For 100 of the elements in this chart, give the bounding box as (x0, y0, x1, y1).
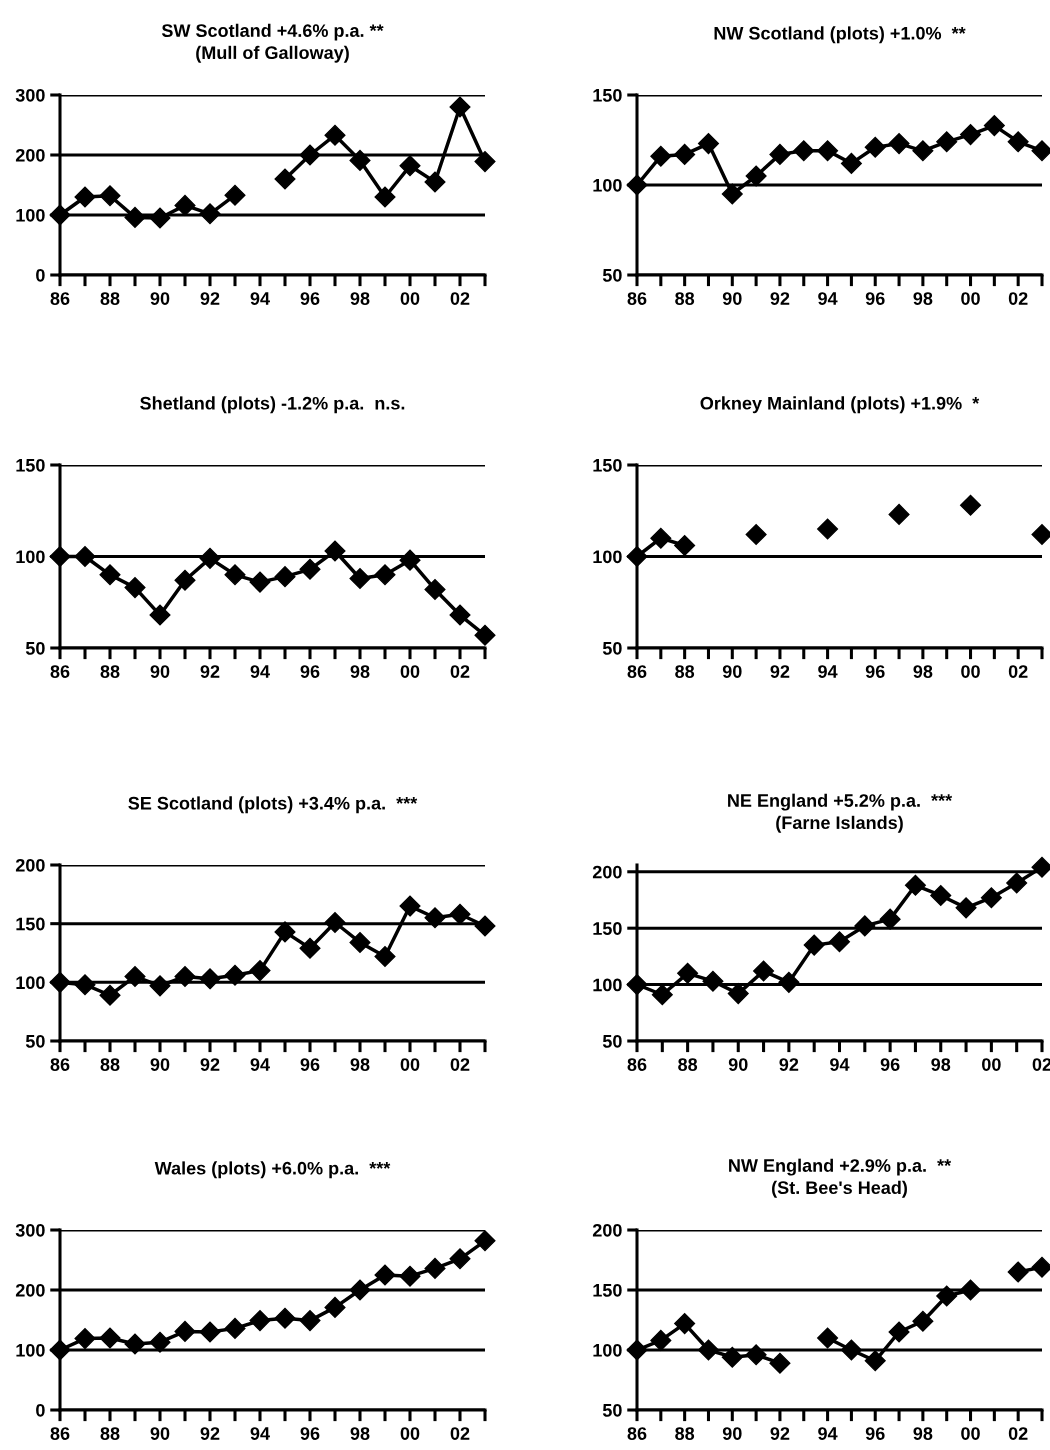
x-tick-label: 90 (722, 665, 742, 678)
x-tick-label: 94 (818, 665, 838, 678)
point (424, 578, 446, 600)
chart-title: SE Scotland (plots) +3.4% p.a. *** (128, 796, 418, 814)
x-tick-label: 88 (675, 292, 695, 305)
point (424, 1257, 446, 1279)
point (960, 1279, 982, 1301)
point (626, 174, 648, 196)
point (374, 1264, 396, 1286)
y-tick-label: 200 (15, 858, 45, 872)
x-tick-label: 86 (50, 665, 70, 678)
x-tick-label: 90 (722, 292, 742, 305)
point (721, 183, 743, 205)
x-tick-label: 90 (728, 1058, 748, 1071)
y-tick-label: 200 (15, 1283, 45, 1297)
point (769, 1352, 791, 1374)
x-tick-label: 02 (450, 665, 470, 678)
x-tick-label: 00 (400, 665, 420, 678)
x-tick-label: 86 (50, 1058, 70, 1071)
point (249, 1310, 271, 1332)
point (274, 1307, 296, 1329)
x-tick-label: 98 (913, 665, 933, 678)
y-tick-label: 50 (602, 641, 622, 655)
point (930, 884, 952, 906)
x-tick-label: 94 (250, 1058, 270, 1071)
x-tick-label: 90 (150, 292, 170, 305)
x-tick-label: 00 (961, 1427, 980, 1440)
point (912, 140, 934, 162)
point (474, 1230, 496, 1252)
y-tick-label: 100 (593, 178, 622, 192)
point (879, 908, 901, 930)
x-tick-label: 92 (200, 292, 220, 305)
point (324, 540, 346, 562)
point (449, 1248, 471, 1270)
point (399, 895, 421, 917)
x-tick-label: 02 (1008, 292, 1028, 305)
point (174, 569, 196, 591)
point (955, 897, 977, 919)
point (74, 545, 96, 568)
x-tick-label: 98 (350, 1427, 370, 1440)
point (199, 203, 221, 225)
y-tick-label: 0 (36, 268, 45, 282)
x-tick-label: 86 (627, 665, 647, 678)
point (960, 124, 982, 146)
point (199, 547, 221, 569)
point (299, 1310, 321, 1332)
y-tick-label: 200 (15, 148, 45, 162)
point (324, 911, 346, 934)
y-tick-label: 50 (25, 641, 45, 655)
y-tick-label: 100 (16, 208, 45, 222)
point (349, 149, 371, 171)
point (424, 907, 446, 929)
point (299, 558, 321, 580)
x-tick-label: 90 (150, 665, 170, 678)
x-tick-label: 96 (300, 665, 320, 678)
chart-title: NW England +2.9% p.a. ** (St. Bee's Head) (729, 1158, 952, 1198)
point (149, 207, 171, 229)
x-tick-label: 88 (100, 1427, 120, 1440)
point (349, 1279, 371, 1301)
point (650, 527, 672, 549)
x-tick-label: 92 (770, 292, 790, 305)
point (674, 535, 696, 557)
x-tick-label: 96 (865, 665, 885, 678)
point (745, 165, 767, 187)
point (828, 931, 851, 953)
x-tick-label: 96 (865, 1427, 885, 1440)
point (374, 946, 396, 968)
y-tick-label: 200 (592, 1223, 622, 1237)
y-tick-label: 50 (25, 1034, 45, 1048)
x-tick-label: 88 (100, 1058, 120, 1071)
point (1007, 1261, 1029, 1283)
y-tick-label: 300 (15, 1223, 45, 1237)
point (49, 204, 71, 226)
x-tick-label: 92 (200, 1427, 220, 1440)
x-tick-label: 98 (913, 292, 933, 305)
x-tick-label: 00 (961, 292, 980, 305)
point (399, 549, 421, 571)
x-tick-label: 00 (400, 1058, 420, 1071)
point (817, 1327, 839, 1349)
point (124, 1333, 146, 1355)
x-tick-label: 88 (678, 1058, 698, 1071)
point (753, 960, 775, 982)
x-tick-label: 96 (865, 292, 885, 305)
y-tick-label: 50 (602, 1403, 622, 1417)
x-tick-label: 94 (250, 1427, 270, 1440)
x-tick-label: 86 (50, 1427, 70, 1440)
point (174, 194, 196, 216)
x-tick-label: 96 (300, 292, 320, 305)
point (99, 984, 121, 1006)
point (149, 975, 171, 997)
point (74, 1328, 96, 1350)
y-tick-label: 150 (593, 1283, 622, 1297)
x-tick-label: 92 (779, 1058, 799, 1071)
chart-title: NE England +5.2% p.a. *** (Farne Islands) (728, 793, 953, 833)
x-tick-label: 98 (350, 1058, 370, 1071)
y-tick-label: 50 (602, 1034, 622, 1048)
point (474, 151, 496, 173)
x-tick-label: 90 (150, 1427, 170, 1440)
point (324, 1296, 346, 1318)
x-tick-label: 86 (627, 1427, 647, 1440)
